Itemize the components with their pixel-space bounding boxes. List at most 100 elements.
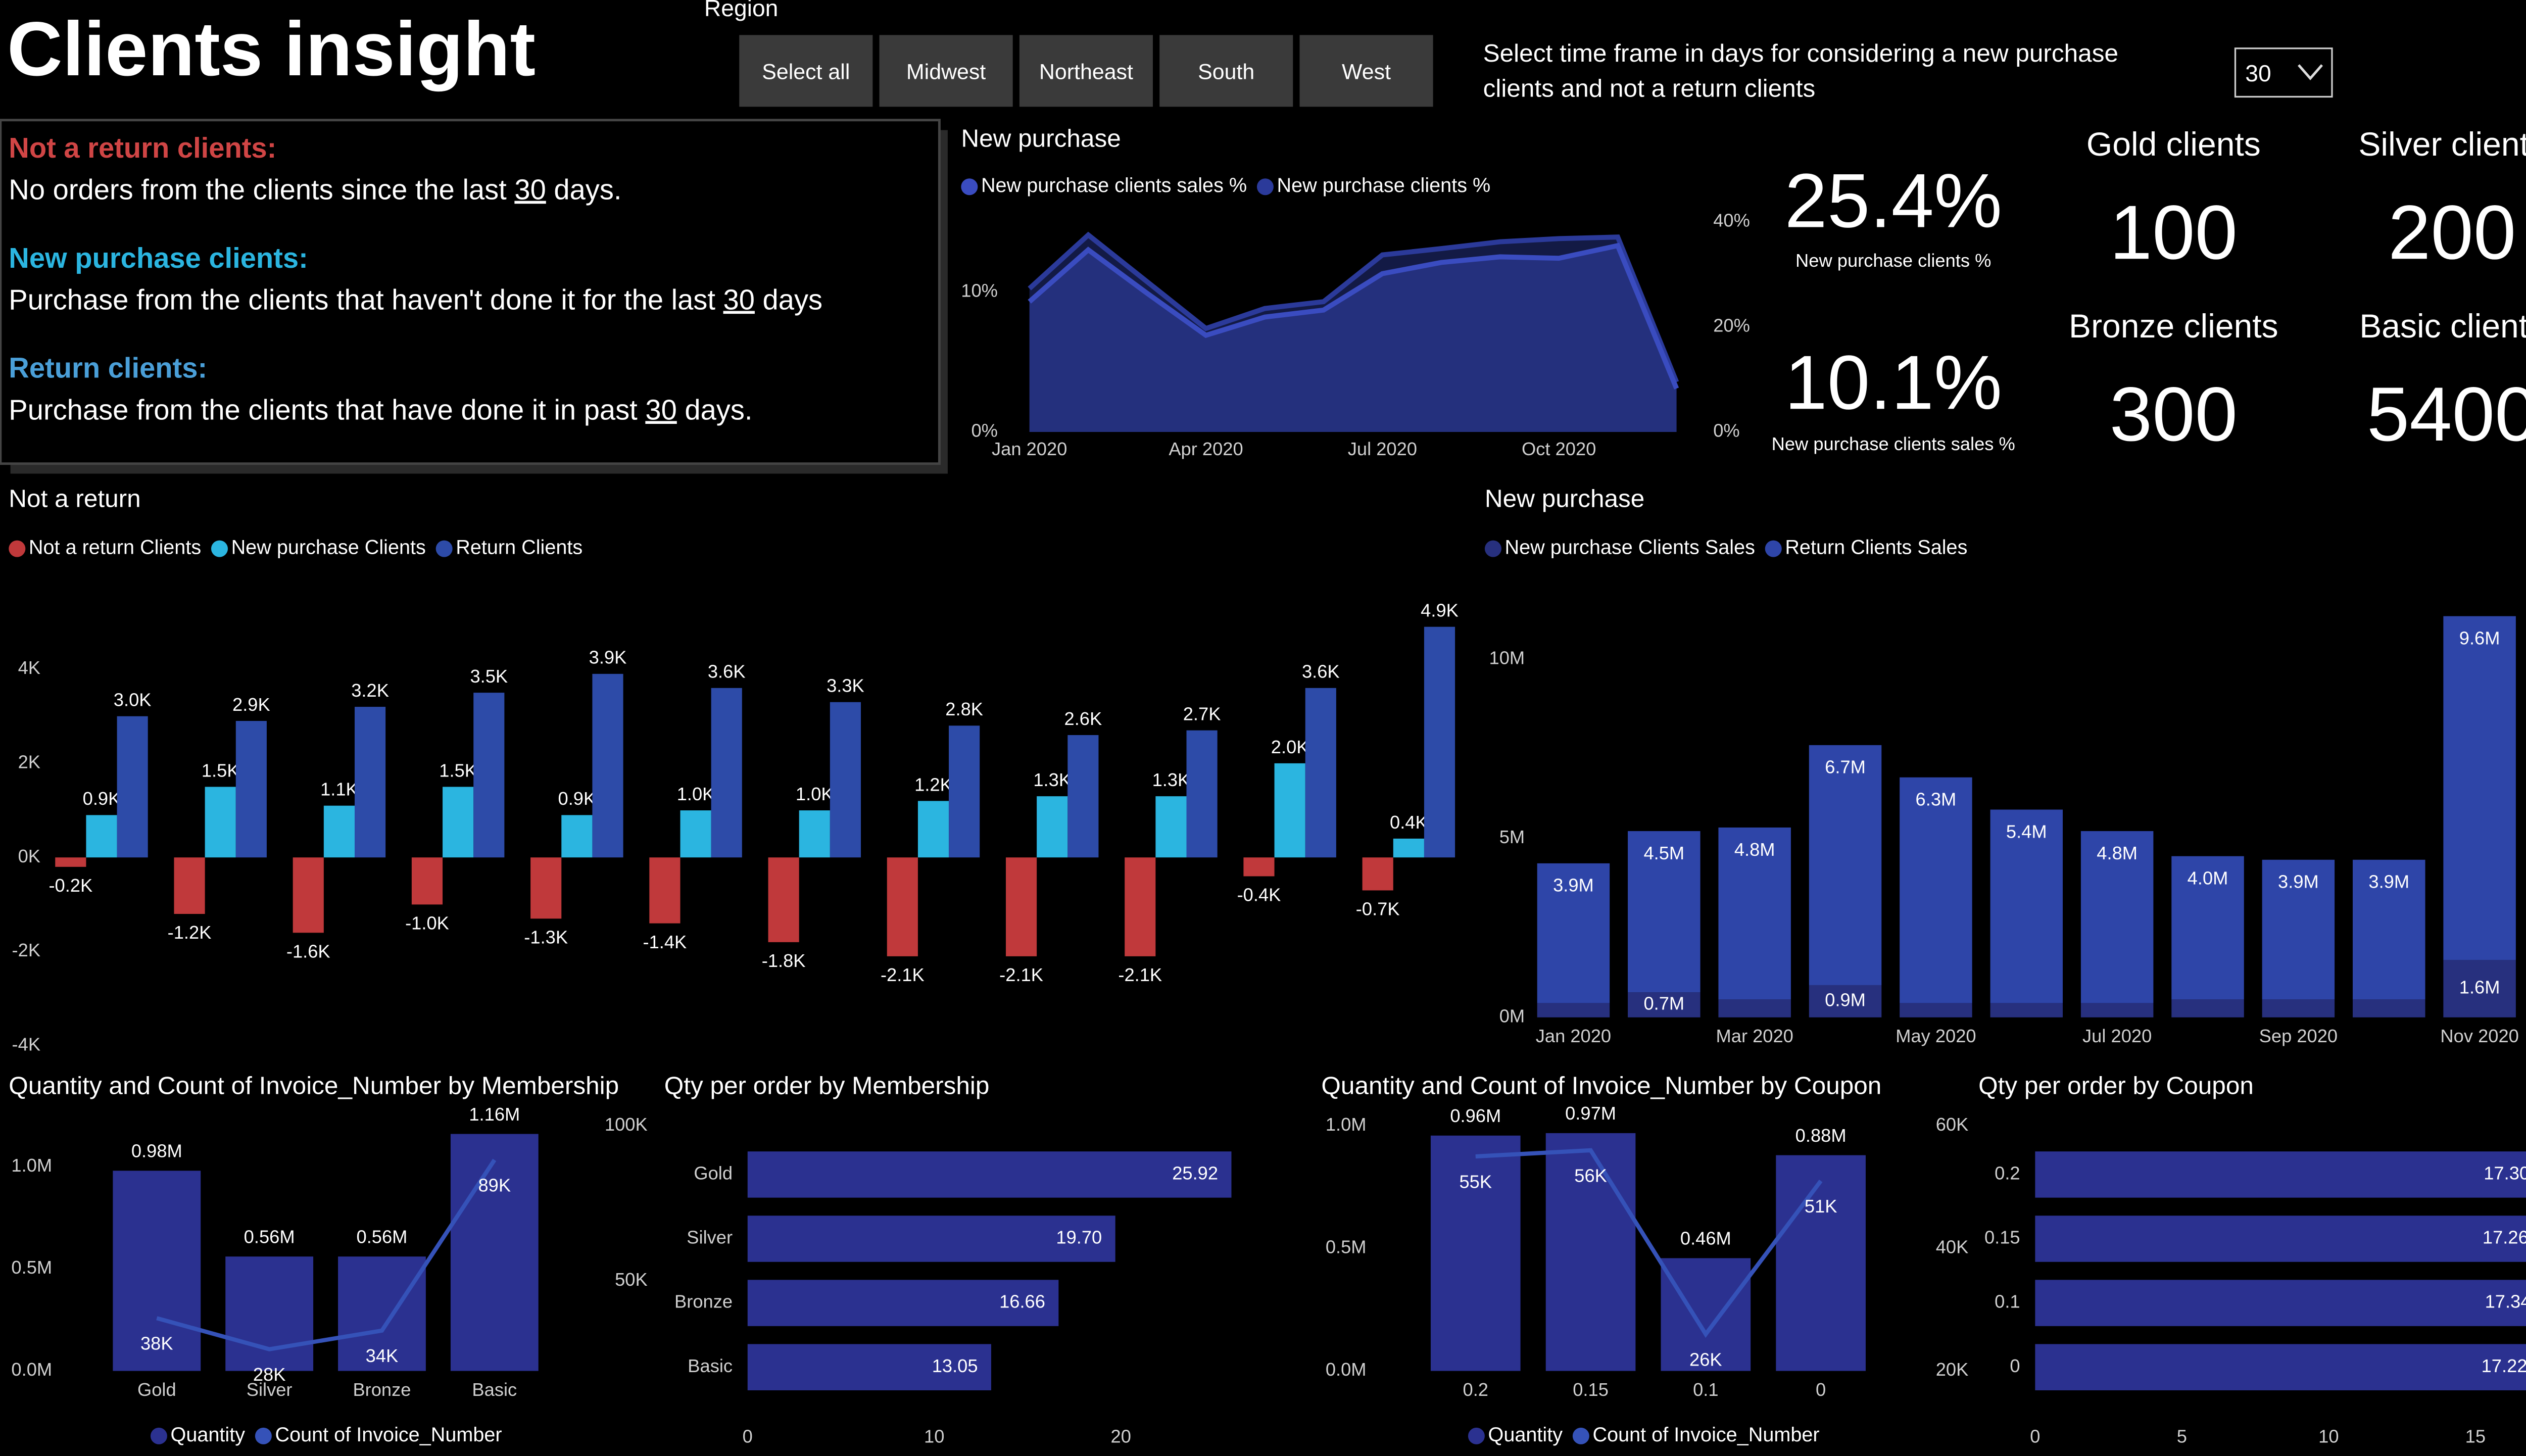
bar xyxy=(649,857,681,924)
y-tick-label: 0 xyxy=(2010,1355,2020,1376)
y-tick-label: -2K xyxy=(12,940,40,960)
bar-segment xyxy=(1718,999,1791,1017)
bar xyxy=(1393,838,1424,858)
definition-text: Purchase from the clients that have done… xyxy=(9,394,752,425)
bar xyxy=(117,716,148,858)
data-label: 1.6M xyxy=(2459,977,2500,998)
text: No orders from the clients since the las… xyxy=(9,173,514,205)
area-fill xyxy=(1029,235,1677,432)
bar xyxy=(113,1171,201,1371)
data-label: 25.92 xyxy=(1172,1163,1218,1184)
data-label: 3.3K xyxy=(827,675,864,696)
legend-label: Quantity xyxy=(1488,1424,1563,1446)
kpi-label: New purchase clients % xyxy=(1795,250,1991,271)
data-label: 9.6M xyxy=(2459,627,2500,648)
bar xyxy=(1305,688,1336,858)
slicer-option[interactable]: South xyxy=(1198,60,1254,84)
chart-title: Qty per order by Membership xyxy=(664,1072,990,1099)
data-label: 1.3K xyxy=(1152,769,1190,790)
bar xyxy=(450,1134,539,1371)
bar xyxy=(293,857,324,933)
slicer-option[interactable]: Midwest xyxy=(906,60,986,84)
chart-title: New purchase xyxy=(1485,484,1644,512)
y-tick-label: 1.0M xyxy=(1326,1114,1367,1135)
x-tick-label: Jul 2020 xyxy=(1348,439,1417,459)
y-tick-label: 0.15 xyxy=(1984,1227,2020,1248)
slicer-button[interactable] xyxy=(1299,35,1433,107)
slicer-button[interactable] xyxy=(1019,35,1153,107)
slicer-option[interactable]: West xyxy=(1342,60,1391,84)
data-label: 0.98M xyxy=(131,1141,182,1161)
page-title: Clients insight xyxy=(7,7,536,92)
data-label: 2.6K xyxy=(1064,708,1102,729)
bar xyxy=(2035,1280,2526,1326)
bar xyxy=(1186,730,1218,858)
slicer-button[interactable] xyxy=(739,35,873,107)
text: Purchase from the clients that haven't d… xyxy=(9,283,723,315)
y-tick-label: 5M xyxy=(1499,827,1525,847)
data-label: 0.7M xyxy=(1643,993,1684,1014)
x-tick-label: 20 xyxy=(1111,1426,1131,1446)
slicer-option[interactable]: Select all xyxy=(762,60,850,84)
bar xyxy=(1067,735,1099,858)
y-tick-label: 50K xyxy=(615,1269,648,1290)
legend-swatch xyxy=(150,1427,167,1444)
y-tick-label: Silver xyxy=(687,1227,733,1248)
legend-label: New purchase clients sales % xyxy=(981,174,1247,197)
bar xyxy=(917,801,949,858)
bar xyxy=(443,787,474,858)
data-label: 17.26 xyxy=(2483,1227,2526,1248)
data-label: 28K xyxy=(253,1364,286,1385)
bar xyxy=(338,1256,426,1371)
legend-label: Return Clients xyxy=(456,537,582,559)
legend-swatch xyxy=(1468,1427,1485,1444)
slicer-button[interactable] xyxy=(879,35,1013,107)
bar xyxy=(55,857,86,867)
text: days. xyxy=(546,173,622,205)
data-label: -1.3K xyxy=(524,927,568,948)
bar xyxy=(561,815,593,858)
bar-segment xyxy=(1809,985,1882,1017)
dropdown[interactable] xyxy=(2234,47,2333,98)
legend-label: Quantity xyxy=(171,1424,246,1446)
data-label: 3.5K xyxy=(470,666,508,687)
definitions-box xyxy=(0,119,941,465)
bar xyxy=(747,1344,991,1390)
slicer-button[interactable] xyxy=(1159,35,1293,107)
card-value: 5400 xyxy=(2367,372,2526,457)
y-tick-label: 60K xyxy=(1936,1114,1969,1135)
x-tick-label: 0.1 xyxy=(1693,1379,1718,1400)
data-label: 1.1K xyxy=(320,779,358,800)
data-label: 3.6K xyxy=(708,661,746,682)
data-label: 19.70 xyxy=(1056,1227,1102,1248)
line xyxy=(1028,231,1679,383)
data-label: 51K xyxy=(1805,1196,1837,1217)
text: days. xyxy=(677,394,753,425)
data-label: -0.4K xyxy=(1237,885,1281,905)
y-tick-label: 0.0M xyxy=(1326,1359,1367,1380)
data-label: 89K xyxy=(478,1175,511,1195)
data-label: 2.9K xyxy=(232,694,270,715)
days: 30 xyxy=(514,173,546,205)
bar xyxy=(235,721,267,858)
bar-segment xyxy=(2353,859,2425,1000)
y-tick-label: 0% xyxy=(1713,420,1739,441)
data-label: 4.5M xyxy=(1643,843,1684,863)
bar xyxy=(747,1151,1232,1198)
y-tick-label: 20K xyxy=(1936,1359,1969,1380)
data-label: 3.9M xyxy=(2368,871,2409,892)
dropdown-value[interactable]: 30 xyxy=(2245,60,2271,86)
y-tick-label: 20% xyxy=(1713,315,1750,336)
y-tick-label: 0.1 xyxy=(1995,1291,2020,1312)
data-label: 1.0K xyxy=(796,784,834,804)
bar-segment xyxy=(2353,999,2425,1017)
data-label: 3.0K xyxy=(114,690,152,710)
bar xyxy=(830,702,861,858)
slicer: Select all Midwest Northeast South West xyxy=(739,35,1433,107)
data-label: 17.22 xyxy=(2482,1355,2526,1376)
data-label: 0.9K xyxy=(558,788,596,809)
x-tick-label: Bronze xyxy=(353,1379,411,1400)
bar xyxy=(2035,1216,2526,1262)
bar-segment xyxy=(1628,831,1701,993)
slicer-option[interactable]: Northeast xyxy=(1039,60,1133,84)
